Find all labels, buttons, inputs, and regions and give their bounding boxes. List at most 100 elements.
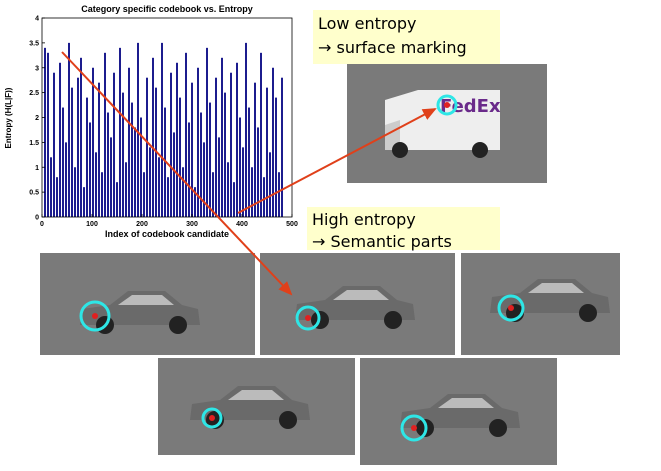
y-tick-label: 1.5 [29, 140, 39, 147]
bar [230, 73, 232, 217]
x-tick-label: 500 [286, 221, 298, 228]
car-image [260, 253, 455, 355]
car-image [360, 358, 557, 465]
car-image [158, 358, 355, 455]
bar [263, 177, 265, 217]
bar [203, 142, 205, 217]
bar [206, 48, 208, 217]
chart-title: Category specific codebook vs. Entropy [81, 4, 253, 14]
y-tick-label: 4 [35, 16, 39, 23]
bar [278, 172, 280, 217]
bar [170, 73, 172, 217]
bar [56, 177, 58, 217]
car-image [40, 253, 255, 355]
bar [86, 98, 88, 217]
bar [245, 43, 247, 217]
bar [233, 182, 235, 217]
bar [191, 83, 193, 217]
bar [50, 157, 52, 217]
x-axis-label: Index of codebook candidate [105, 229, 229, 239]
x-tick-label: 300 [186, 221, 198, 228]
bar [140, 118, 142, 218]
y-tick-label: 2 [35, 115, 39, 122]
y-tick-label: 0 [35, 215, 39, 222]
bar [182, 167, 184, 217]
bar [260, 53, 262, 217]
bar [224, 93, 226, 217]
y-tick-label: 3.5 [29, 40, 39, 47]
bar [176, 63, 178, 217]
bar [104, 53, 106, 217]
bar [179, 98, 181, 217]
bar [53, 73, 55, 217]
bar [218, 137, 220, 217]
bar [221, 58, 223, 217]
x-tick-label: 400 [236, 221, 248, 228]
bar [59, 63, 61, 217]
x-tick-label: 100 [86, 221, 98, 228]
bar [254, 83, 256, 217]
bar [71, 88, 73, 217]
bar [95, 152, 97, 217]
bar [188, 122, 190, 217]
bar [209, 103, 211, 217]
bar [215, 78, 217, 217]
bar [251, 167, 253, 217]
bar [92, 68, 94, 217]
bar [62, 108, 64, 217]
bar [161, 43, 163, 217]
bar [65, 142, 67, 217]
bar [131, 103, 133, 217]
callout-text: → Semantic parts [312, 232, 452, 251]
bar [107, 113, 109, 217]
bar [68, 43, 70, 217]
bar [275, 98, 277, 217]
car-image [461, 253, 620, 355]
y-axis-label: Entropy (H(L|F)) [4, 87, 13, 148]
y-tick-label: 2.5 [29, 90, 39, 97]
slide: Low entropy → surface marking High entro… [0, 0, 661, 471]
bar [200, 113, 202, 217]
bar [149, 147, 151, 217]
bar [113, 73, 115, 217]
y-tick-label: 0.5 [29, 190, 39, 197]
bar [152, 58, 154, 217]
bar [248, 108, 250, 217]
callout-text: Low entropy [318, 14, 417, 33]
bar [110, 137, 112, 217]
bar [101, 172, 103, 217]
bar [143, 172, 145, 217]
y-tick-label: 1 [35, 165, 39, 172]
bar [77, 78, 79, 217]
bar [137, 43, 139, 217]
bar [83, 187, 85, 217]
bar [236, 63, 238, 217]
x-tick-label: 200 [136, 221, 148, 228]
bar [185, 53, 187, 217]
bar [173, 132, 175, 217]
x-tick-label: 0 [40, 221, 44, 228]
bar [98, 83, 100, 217]
bar [227, 162, 229, 217]
bar [158, 157, 160, 217]
bar [89, 122, 91, 217]
bar [44, 48, 46, 217]
bar [122, 93, 124, 217]
y-tick-label: 3 [35, 65, 39, 72]
bar [239, 118, 241, 218]
callout-text: High entropy [312, 210, 416, 229]
bar [242, 147, 244, 217]
bar [80, 58, 82, 217]
bar [281, 78, 283, 217]
truck-image: FedEx [347, 64, 547, 183]
bar [134, 127, 136, 217]
bar [119, 48, 121, 217]
bar [128, 68, 130, 217]
bar [269, 152, 271, 217]
bar [47, 53, 49, 217]
bar [125, 162, 127, 217]
callout-text: → surface marking [318, 38, 467, 57]
bar [116, 182, 118, 217]
bar [167, 177, 169, 217]
bar [74, 167, 76, 217]
